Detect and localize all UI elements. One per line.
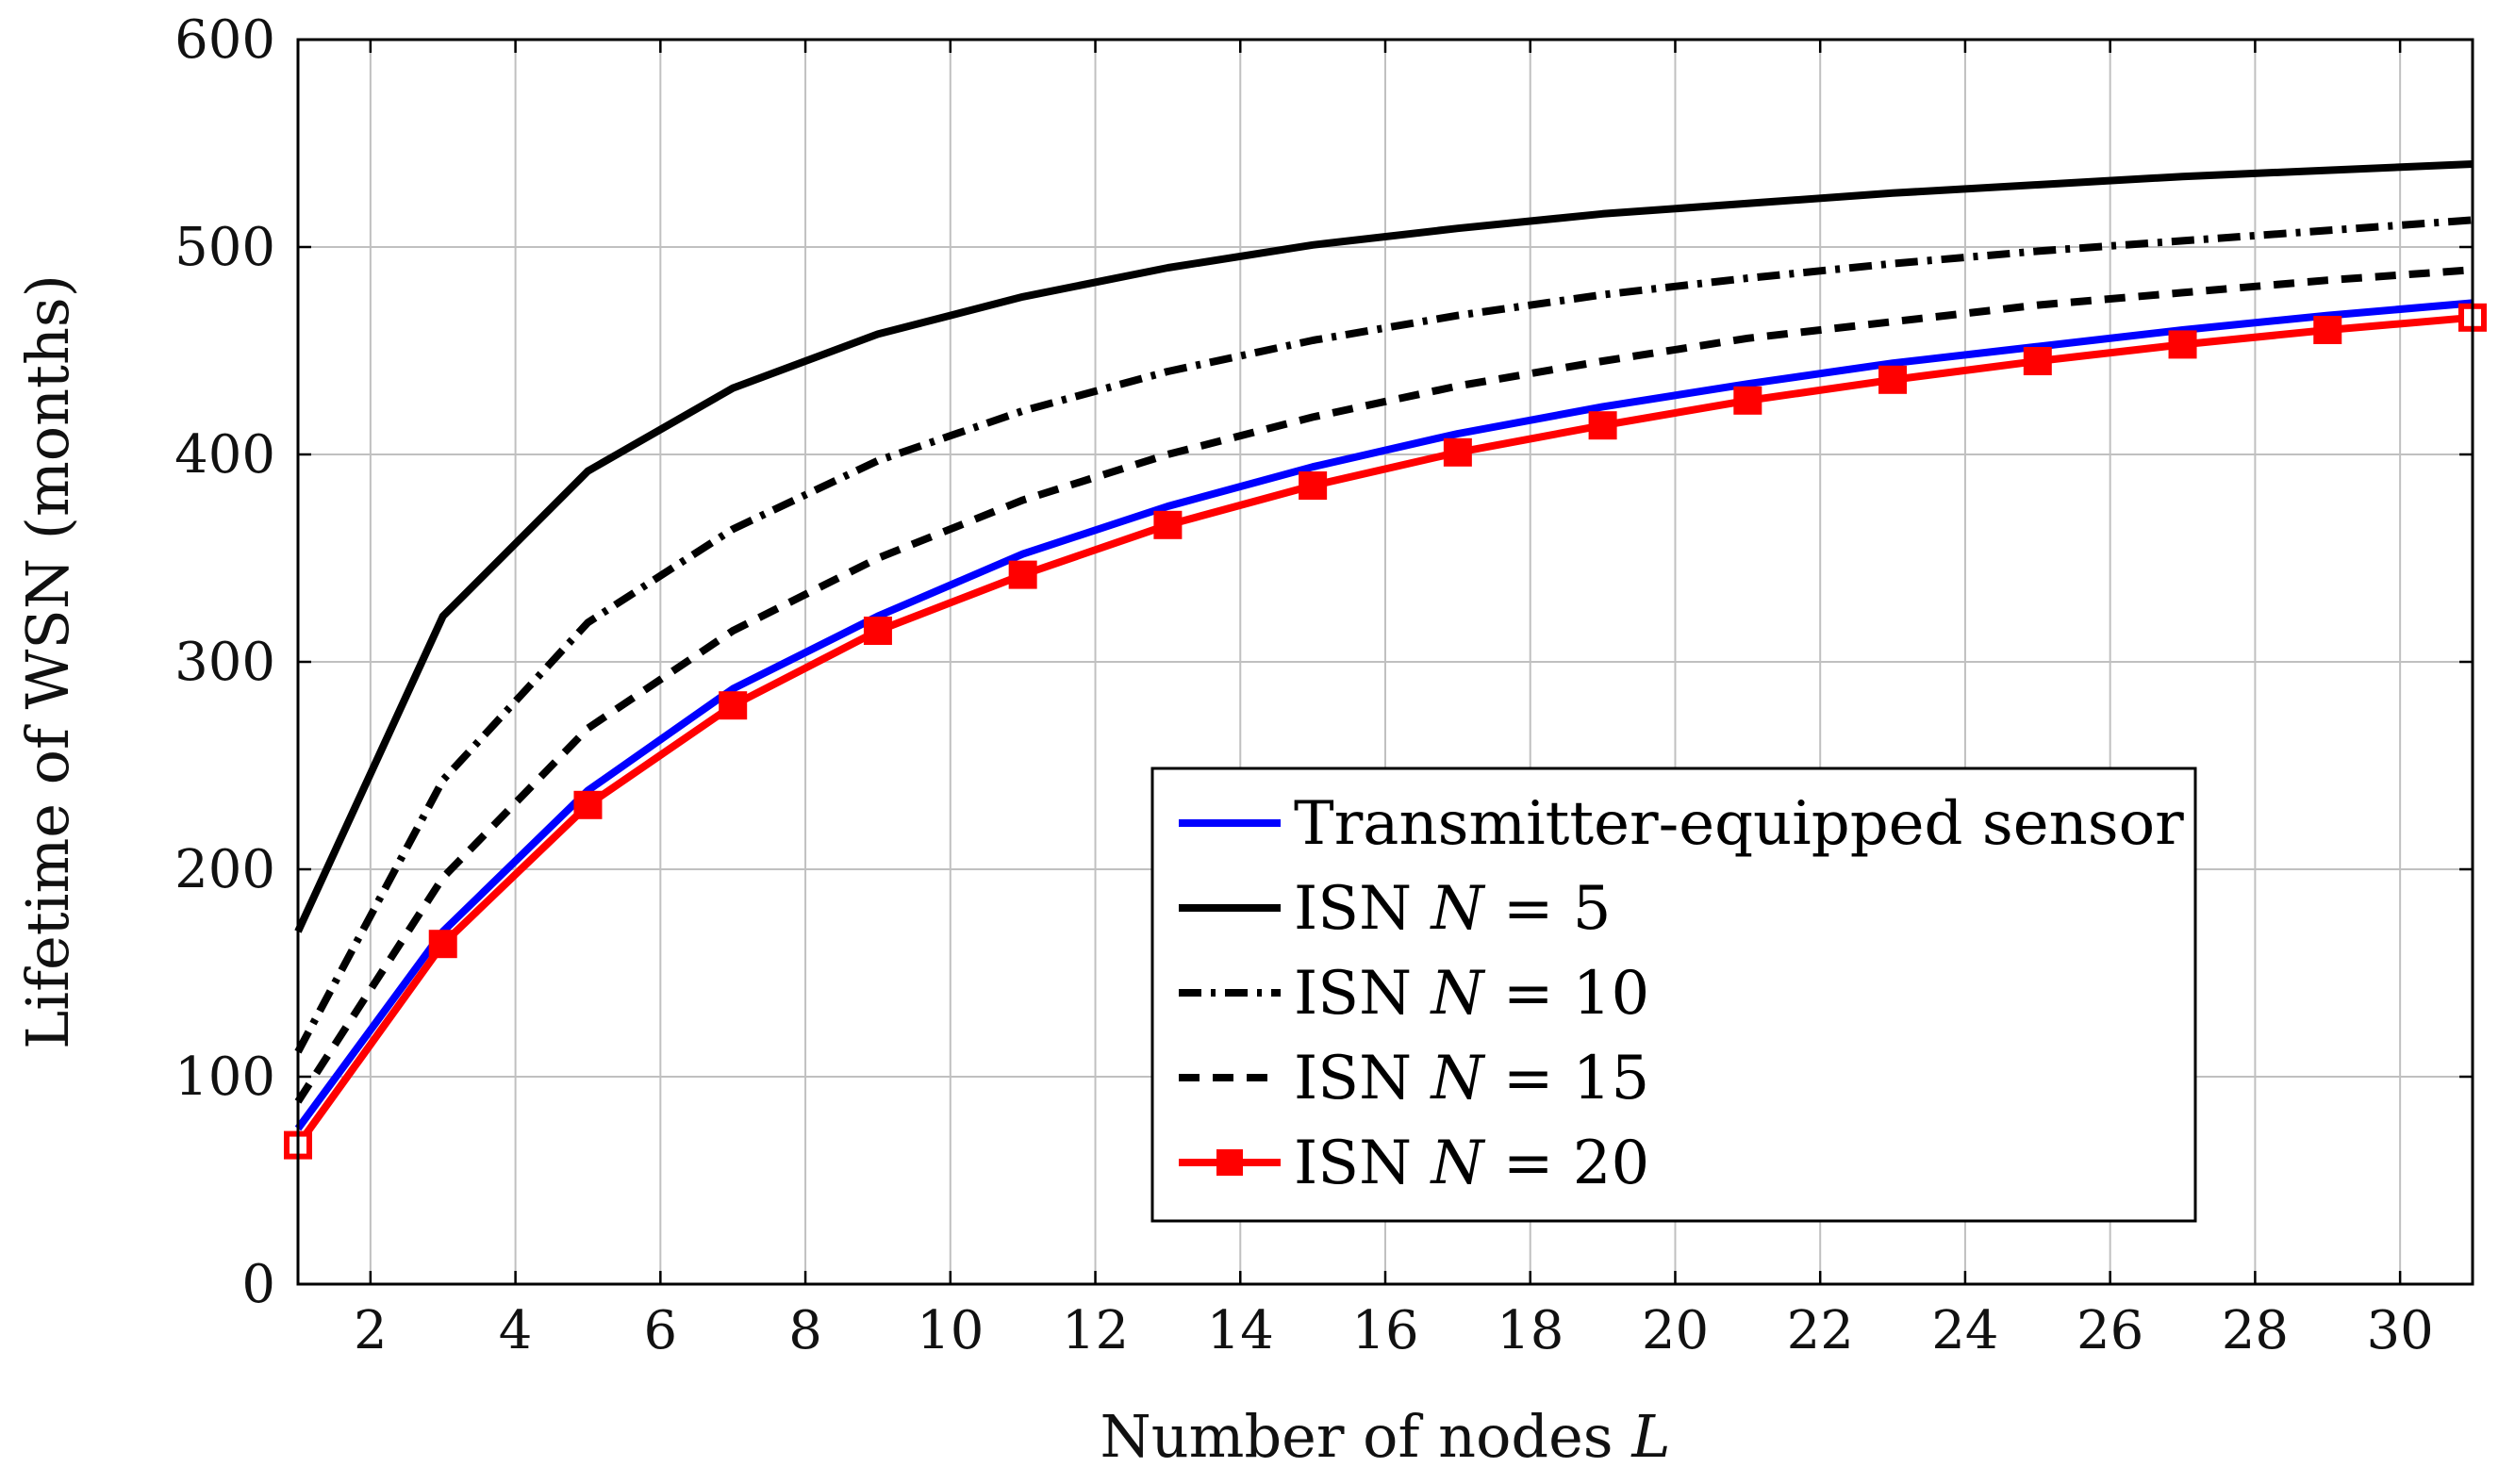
x-tick-label: 2	[354, 1300, 388, 1361]
y-tick-label: 200	[174, 839, 275, 900]
x-tick-label: 10	[917, 1300, 984, 1361]
legend-label: Transmitter-equipped sensor	[1294, 789, 2184, 859]
legend-label-suffix: = 5	[1483, 874, 1611, 944]
series-2	[294, 160, 2474, 933]
legend-entry: ISN N = 10	[1179, 959, 1649, 1029]
data-point	[1733, 386, 1762, 415]
legend-entry: ISN N = 15	[1179, 1044, 1649, 1113]
legend-box	[1150, 767, 2197, 1223]
x-tick-label: 24	[1931, 1300, 1998, 1361]
x-tick-label: 4	[499, 1300, 533, 1361]
axis-ticks: 2 4 6 8 10 12 14 16 18 20 22 24 26 28 3001002003004005…	[174, 9, 2473, 1361]
data-point	[2168, 330, 2197, 359]
legend-label-prefix: ISN	[1294, 874, 1431, 944]
y-tick-label: 600	[174, 9, 275, 71]
legend-label: ISN N = 5	[1294, 874, 1612, 944]
x-tick-label: 8	[788, 1300, 822, 1361]
series-line	[294, 266, 2474, 1104]
data-point	[2313, 316, 2342, 344]
x-tick-label: 28	[2222, 1300, 2289, 1361]
x-tick-label: 20	[1642, 1300, 1709, 1361]
data-point	[2023, 347, 2052, 375]
legend-label: ISN N = 20	[1294, 1129, 1649, 1198]
legend-label-suffix: = 15	[1483, 1044, 1649, 1113]
legend-label-var: N	[1429, 1129, 1485, 1198]
data-point	[1153, 510, 1183, 539]
x-axis-title-var: L	[1630, 1402, 1670, 1471]
y-tick-label: 300	[174, 632, 275, 693]
legend-label-suffix: = 10	[1483, 959, 1649, 1029]
y-tick-label: 100	[174, 1047, 275, 1108]
legend-label-var: N	[1429, 874, 1485, 944]
legend-entry: ISN N = 20	[1179, 1129, 1649, 1198]
legend-label-prefix: ISN	[1294, 1129, 1431, 1198]
legend-label-prefix: ISN	[1294, 1044, 1431, 1113]
series-line	[294, 299, 2474, 1131]
legend-label: ISN N = 10	[1294, 959, 1649, 1029]
data-point	[1299, 471, 1328, 500]
data-point	[573, 790, 603, 819]
data-point	[1008, 560, 1037, 589]
series-line	[294, 216, 2474, 1054]
data-point	[428, 930, 457, 959]
x-tick-label: 12	[1062, 1300, 1129, 1361]
series-4	[294, 266, 2474, 1104]
series-line	[294, 313, 2474, 1147]
legend-label-var: N	[1429, 959, 1485, 1029]
series-line	[294, 160, 2474, 933]
x-tick-label: 22	[1787, 1300, 1854, 1361]
y-tick-label: 400	[174, 424, 275, 486]
x-tick-label: 18	[1497, 1300, 1564, 1361]
series-3	[294, 216, 2474, 1054]
data-point	[1878, 365, 1908, 394]
x-tick-label: 14	[1207, 1300, 1274, 1361]
data-point	[863, 617, 892, 645]
legend-label-suffix: = 20	[1483, 1129, 1649, 1198]
series-1	[294, 299, 2474, 1131]
x-tick-label: 30	[2367, 1300, 2434, 1361]
legend-label-prefix: ISN	[1294, 959, 1431, 1029]
y-axis-title: Lifetime of WSN (months)	[13, 274, 82, 1049]
legend-label: ISN N = 15	[1294, 1044, 1649, 1113]
series-group	[284, 160, 2487, 1160]
x-axis-title-text: Number of nodes	[1100, 1402, 1613, 1471]
x-tick-label: 26	[2077, 1300, 2143, 1361]
series-5	[284, 303, 2487, 1160]
x-axis-title: Number of nodes L	[1100, 1402, 1670, 1471]
data-point	[1588, 411, 1617, 440]
data-point	[719, 691, 748, 720]
data-point	[1443, 437, 1472, 467]
legend-entry: Transmitter-equipped sensor	[1179, 789, 2184, 859]
y-tick-label: 0	[241, 1254, 275, 1315]
legend-label-var: N	[1429, 1044, 1485, 1113]
x-tick-label: 16	[1351, 1300, 1418, 1361]
legend-marker	[1216, 1149, 1243, 1176]
x-tick-label: 6	[644, 1300, 678, 1361]
legend-label-prefix: Transmitter-equipped sensor	[1294, 789, 2184, 859]
legend-entry: ISN N = 5	[1179, 874, 1612, 944]
y-tick-label: 500	[174, 217, 275, 278]
